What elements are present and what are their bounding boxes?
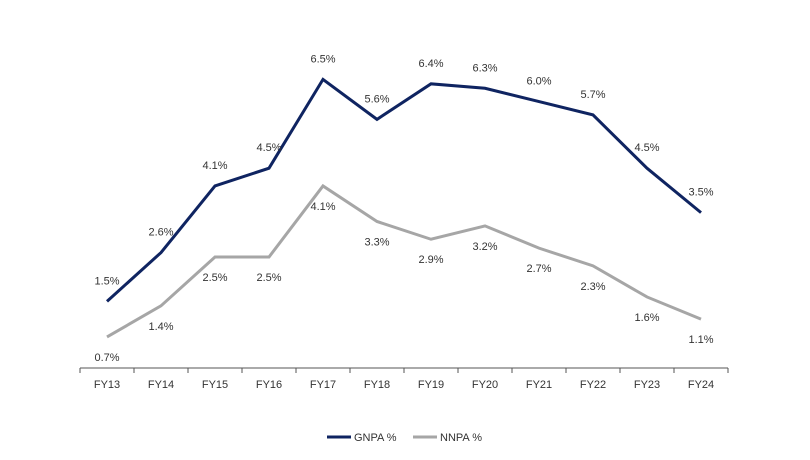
data-label: 6.3% (472, 62, 497, 74)
data-label: 2.5% (202, 272, 227, 284)
legend: GNPA % NNPA % (327, 432, 482, 444)
x-tick-label: FY18 (364, 379, 390, 391)
data-label: 1.4% (148, 321, 173, 333)
x-tick-label: FY20 (472, 379, 498, 391)
data-label: 6.4% (418, 58, 443, 70)
x-tick-label: FY15 (202, 379, 228, 391)
data-label: 2.3% (580, 281, 605, 293)
x-tick-label: FY17 (310, 379, 336, 391)
x-tick-label: FY16 (256, 379, 282, 391)
data-label: 1.6% (634, 312, 659, 324)
data-label: 5.6% (364, 93, 389, 105)
data-label: 1.1% (688, 334, 713, 346)
data-label: 1.5% (94, 275, 119, 287)
x-tick-label: FY24 (688, 379, 714, 391)
data-label: 4.5% (256, 142, 281, 154)
data-label: 2.5% (256, 272, 281, 284)
data-labels: 1.5% 2.6% 4.1% 4.5% 6.5% 5.6% 6.4% 6.3% 6.0% 5.7%… (94, 53, 713, 364)
x-tick-label: FY13 (94, 379, 120, 391)
data-label: 2.9% (418, 254, 443, 266)
data-label: 6.0% (526, 76, 551, 88)
series-line-gnpa (105, 77, 702, 303)
data-label: 4.5% (634, 142, 659, 154)
data-label: 2.7% (526, 263, 551, 275)
data-label: 0.7% (94, 352, 119, 364)
x-tick-label: FY23 (634, 379, 660, 391)
data-label: 3.3% (364, 236, 389, 248)
x-axis: FY13 FY14 FY15 FY16 FY17 FY18 FY19 FY20 FY21 FY22… (79, 367, 729, 391)
data-label: 3.5% (688, 187, 713, 199)
x-tick-label: FY21 (526, 379, 552, 391)
x-tick-label: FY14 (148, 379, 174, 391)
legend-label: NNPA % (440, 432, 482, 444)
x-tick-label: FY22 (580, 379, 606, 391)
series-lines (105, 77, 702, 339)
x-tick-label: FY19 (418, 379, 444, 391)
data-label: 3.2% (472, 241, 497, 253)
series-line-nnpa (106, 183, 702, 339)
legend-label: GNPA % (354, 432, 397, 444)
data-label: 4.1% (202, 160, 227, 172)
data-label: 5.7% (580, 89, 605, 101)
data-label: 2.6% (148, 227, 173, 239)
data-label: 4.1% (310, 201, 335, 213)
data-label: 6.5% (310, 53, 335, 65)
